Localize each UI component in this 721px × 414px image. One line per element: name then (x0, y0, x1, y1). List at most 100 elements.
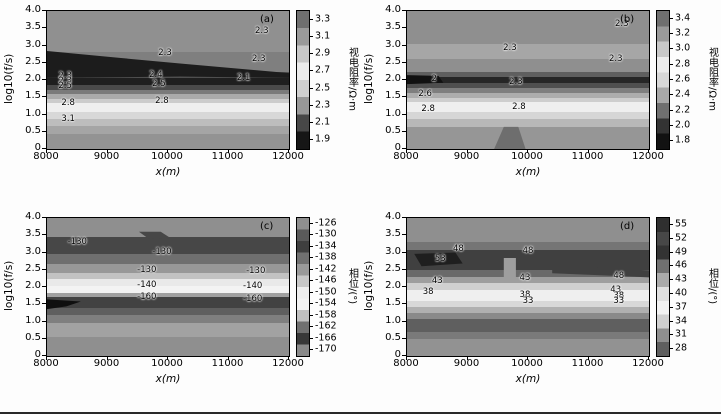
y-tick-mark (402, 320, 406, 322)
y-tick-label: 3.5 (25, 228, 41, 240)
colorbar-tick-labels: 3.4 3.2 3.0 2.8 2.6 2.4 2.2 2.0 1.8 (675, 10, 705, 148)
colorbar-tick-label: 1.9 (315, 133, 331, 145)
colorbar-tick-mark (670, 140, 673, 142)
colorbar-tick-mark (670, 223, 673, 225)
y-tick-label: 4.0 (385, 4, 401, 15)
x-tick-label: 11000 (211, 358, 244, 369)
x-tick-label: 12000 (272, 151, 304, 162)
colorbar-tick-label: 2.2 (675, 103, 691, 115)
contour-label: 2.5 (58, 80, 72, 91)
contour-label: 2.4 (149, 69, 163, 80)
colorbar-tick-label: 2.9 (315, 47, 331, 59)
y-tick-label: 0.5 (25, 331, 41, 343)
colorbar-tick-mark (310, 349, 313, 351)
contour-band (47, 336, 289, 356)
y-tick-label: 0 (34, 349, 41, 360)
colorbar-tick-mark (670, 292, 673, 294)
colorbar-tick-mark (310, 87, 313, 89)
x-tick-label: 11000 (571, 151, 604, 162)
contour-label: 2.1 (236, 73, 251, 84)
contour-band (407, 318, 649, 332)
x-tick-mark (648, 149, 649, 153)
contour-label: 2.8 (155, 96, 169, 107)
colorbar-tick-mark (310, 291, 313, 293)
y-tick-label: 0.5 (385, 331, 401, 343)
contour-label: 2.6 (418, 88, 432, 99)
contour-label: -140 (243, 281, 263, 292)
colorbar-tick-label: -170 (315, 343, 337, 355)
contour-band (407, 218, 649, 243)
y-tick-label: 2.0 (385, 73, 401, 84)
colorbar-tick-label: 2.8 (675, 57, 691, 69)
contour-label: 38 (613, 290, 625, 301)
contour-label: -160 (243, 294, 263, 305)
colorbar-label: 相位/(°) (346, 267, 358, 305)
colorbar-tick-mark (670, 79, 673, 80)
y-tick-mark (402, 355, 406, 356)
contour-band (47, 237, 289, 254)
contour-band (407, 307, 649, 314)
colorbar-tick-mark (670, 279, 673, 281)
contour-label: 38 (422, 286, 434, 297)
contour-blob (47, 299, 81, 310)
colorbar-tick-label: -166 (315, 332, 337, 343)
x-tick-mark (527, 356, 528, 360)
y-tick-label: 1.5 (25, 297, 41, 309)
contour-blob (414, 252, 463, 267)
x-axis-label: x(m) (515, 373, 541, 385)
contour-band (407, 270, 649, 277)
contour-blob (407, 75, 444, 85)
x-tick-mark (46, 149, 47, 153)
contour-band (47, 253, 289, 264)
x-tick-mark (466, 149, 468, 153)
contour-label: 2.8 (61, 97, 75, 108)
x-tick-label: 8000 (393, 151, 419, 162)
x-tick-mark (288, 356, 289, 360)
figure-bottom-rule (0, 412, 721, 414)
colorbar-tick-label: 55 (675, 218, 688, 230)
contour-band (47, 93, 289, 99)
contour-label: 2 (431, 74, 437, 85)
contour-blob (494, 126, 526, 149)
colorbar-c (296, 217, 310, 357)
contour-band (407, 300, 649, 307)
x-tick-mark (406, 356, 407, 360)
colorbar-tick-label: 52 (675, 231, 688, 243)
contour-band (407, 83, 649, 89)
x-tick-label: 10000 (151, 151, 183, 162)
y-tick-mark (42, 303, 46, 305)
y-tick-label: 2.5 (385, 55, 401, 67)
contour-label: 2.3 (58, 70, 72, 81)
contour-band (47, 102, 289, 113)
y-tick-mark (42, 234, 46, 236)
contour-label: 43 (519, 273, 531, 284)
colorbar-tick-label: 34 (675, 314, 688, 326)
y-tick-mark (402, 234, 406, 236)
colorbar-tick-label: -154 (315, 297, 337, 309)
y-tick-mark (402, 130, 406, 132)
contour-band (47, 118, 289, 127)
x-tick-labels: 8000 9000 10000 11000 12000 (393, 359, 664, 371)
x-axis-label: x(m) (515, 166, 541, 178)
y-tick-label: 2.5 (25, 262, 41, 274)
contour-label: 2.3 (509, 77, 523, 88)
colorbar-tick-mark (670, 109, 673, 111)
y-tick-mark (42, 251, 46, 253)
x-tick-labels: 8000 9000 10000 11000 12000 (33, 151, 304, 164)
contour-band (47, 133, 289, 149)
x-tick-mark (587, 149, 589, 153)
colorbar-tick-label: 46 (675, 259, 688, 271)
x-tick-mark (648, 356, 649, 360)
colorbar-tick-label: -158 (315, 309, 337, 320)
colorbar-tick-label: -142 (315, 263, 337, 274)
contour-plot-d: 48 48 53 43 43 48 38 38 33 43 38 33 (406, 217, 650, 357)
colorbar-tick-labels: 55 52 49 46 43 40 37 34 31 28 (675, 217, 705, 355)
contour-band (47, 112, 289, 119)
contour-label: 38 (519, 290, 531, 301)
contour-band (407, 59, 649, 72)
contour-band (407, 112, 649, 119)
x-tick-label: 9000 (93, 151, 120, 162)
y-tick-label: 1.5 (25, 90, 41, 102)
contour-band (407, 331, 649, 339)
x-tick-mark (527, 149, 528, 153)
